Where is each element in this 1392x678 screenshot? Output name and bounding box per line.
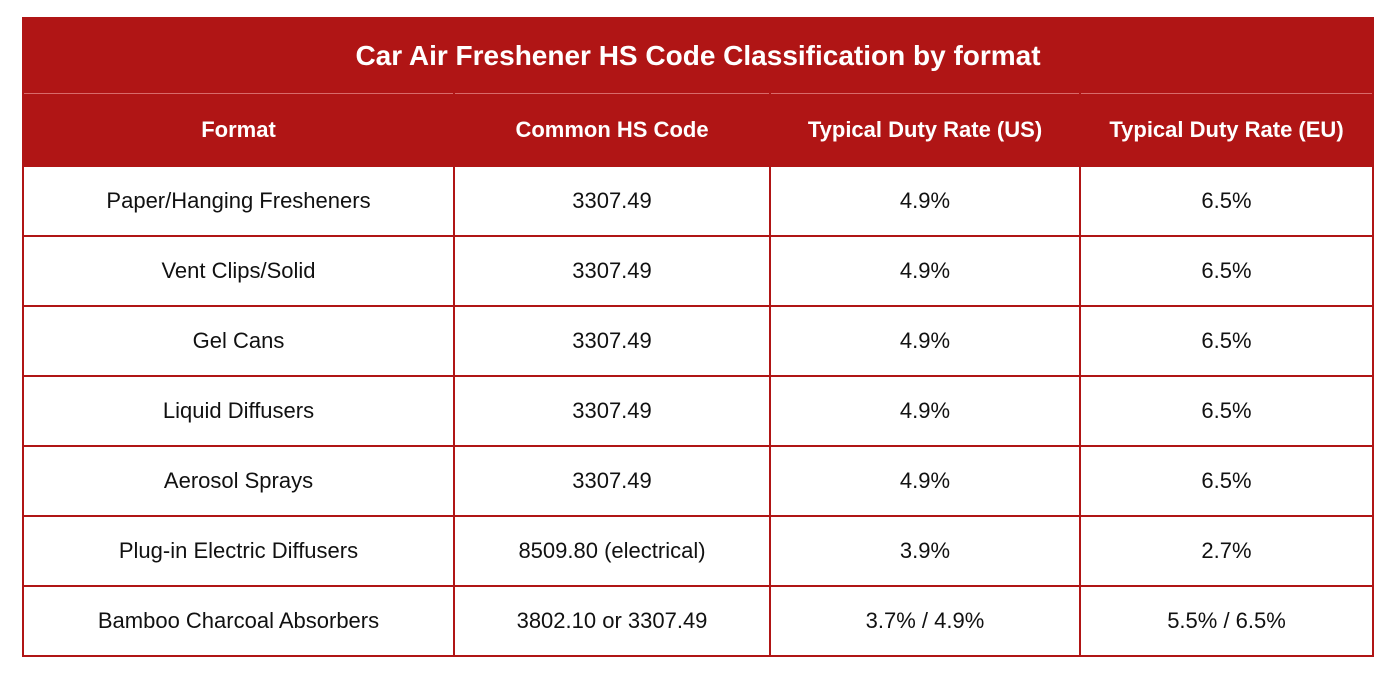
cell-format: Gel Cans — [22, 305, 455, 377]
table-title: Car Air Freshener HS Code Classification… — [21, 17, 1375, 94]
cell-format: Liquid Diffusers — [22, 375, 455, 447]
table-row: Aerosol Sprays 3307.49 4.9% 6.5% — [22, 445, 1375, 517]
header-duty-eu: Typical Duty Rate (EU) — [1078, 93, 1375, 167]
cell-duty-us: 4.9% — [769, 445, 1081, 517]
cell-hs-code: 8509.80 (electrical) — [453, 515, 771, 587]
table-row: Vent Clips/Solid 3307.49 4.9% 6.5% — [22, 235, 1375, 307]
cell-duty-us: 4.9% — [769, 165, 1081, 237]
cell-duty-eu: 6.5% — [1078, 235, 1375, 307]
cell-duty-us: 3.7% / 4.9% — [769, 585, 1081, 657]
table-row: Bamboo Charcoal Absorbers 3802.10 or 330… — [22, 585, 1375, 657]
header-format: Format — [22, 93, 455, 167]
cell-duty-eu: 6.5% — [1078, 165, 1375, 237]
header-hs-code: Common HS Code — [453, 93, 771, 167]
cell-format: Vent Clips/Solid — [22, 235, 455, 307]
cell-hs-code: 3307.49 — [453, 165, 771, 237]
cell-hs-code: 3307.49 — [453, 305, 771, 377]
table-row: Gel Cans 3307.49 4.9% 6.5% — [22, 305, 1375, 377]
table-row: Plug-in Electric Diffusers 8509.80 (elec… — [22, 515, 1375, 587]
cell-format: Paper/Hanging Fresheners — [22, 165, 455, 237]
cell-format: Plug-in Electric Diffusers — [22, 515, 455, 587]
cell-duty-eu: 6.5% — [1078, 375, 1375, 447]
table-row: Paper/Hanging Fresheners 3307.49 4.9% 6.… — [22, 165, 1375, 237]
cell-duty-eu: 2.7% — [1078, 515, 1375, 587]
cell-duty-us: 3.9% — [769, 515, 1081, 587]
cell-hs-code: 3307.49 — [453, 235, 771, 307]
cell-hs-code: 3307.49 — [453, 445, 771, 517]
hs-code-table: Car Air Freshener HS Code Classification… — [21, 17, 1375, 657]
cell-duty-us: 4.9% — [769, 375, 1081, 447]
cell-duty-eu: 6.5% — [1078, 445, 1375, 517]
cell-duty-eu: 5.5% / 6.5% — [1078, 585, 1375, 657]
header-duty-us: Typical Duty Rate (US) — [769, 93, 1081, 167]
cell-format: Bamboo Charcoal Absorbers — [22, 585, 455, 657]
cell-hs-code: 3802.10 or 3307.49 — [453, 585, 771, 657]
cell-duty-us: 4.9% — [769, 235, 1081, 307]
cell-duty-us: 4.9% — [769, 305, 1081, 377]
header-row: Format Common HS Code Typical Duty Rate … — [22, 93, 1375, 167]
table-row: Liquid Diffusers 3307.49 4.9% 6.5% — [22, 375, 1375, 447]
title-row: Car Air Freshener HS Code Classification… — [21, 17, 1375, 94]
cell-format: Aerosol Sprays — [22, 445, 455, 517]
cell-hs-code: 3307.49 — [453, 375, 771, 447]
hs-code-table-container: Car Air Freshener HS Code Classification… — [21, 17, 1375, 657]
cell-duty-eu: 6.5% — [1078, 305, 1375, 377]
